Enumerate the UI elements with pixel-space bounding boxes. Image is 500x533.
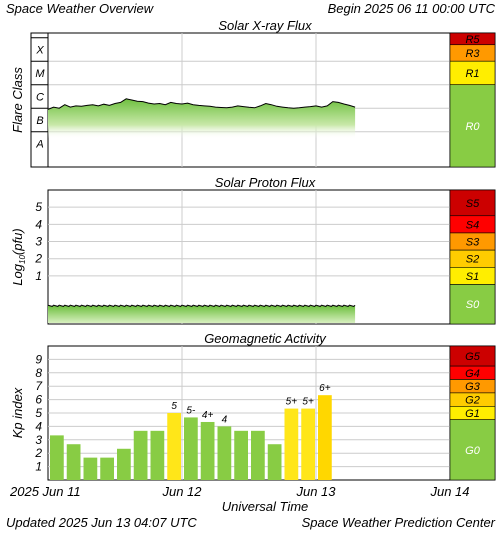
- kp-tick-1: 1: [35, 460, 42, 474]
- proton-tick-3: 3: [35, 235, 42, 249]
- x-tick-3: Jun 14: [429, 484, 469, 499]
- kp-bar-8: [184, 417, 198, 480]
- proton-tick-labels: 1 2 3 4 5: [34, 200, 42, 283]
- x-tick-1: Jun 12: [161, 484, 202, 499]
- proton-ylabel: Log10(pfu): [10, 228, 27, 285]
- class-label-a: A: [35, 138, 43, 150]
- kp-tick-5: 5: [35, 406, 42, 420]
- scale-label-s5: S5: [466, 198, 480, 210]
- kp-bar-0: [50, 435, 64, 480]
- kp-title: Geomagnetic Activity: [204, 331, 327, 346]
- scale-band-r0: [449, 84, 496, 168]
- scale-label-g0: G0: [465, 445, 481, 457]
- scale-label-g2: G2: [465, 395, 480, 407]
- x-axis-label: Universal Time: [222, 499, 309, 514]
- scale-label-s2: S2: [466, 254, 479, 266]
- scale-band-s0: [449, 284, 496, 325]
- kp-tick-9: 9: [35, 352, 42, 366]
- kp-bar-label-9: 4+: [202, 410, 214, 421]
- radiation-storm-scale: S5 S4 S3 S2 S1 S0: [449, 189, 496, 325]
- proton-tick-4: 4: [35, 217, 42, 231]
- begin-time: Begin 2025 06 11 00:00 UTC: [328, 1, 496, 16]
- scale-band-s5: [449, 189, 496, 217]
- kp-bars: [50, 395, 332, 480]
- kp-tick-3: 3: [35, 433, 42, 447]
- scale-label-s3: S3: [466, 237, 480, 249]
- class-label-b: B: [36, 115, 43, 127]
- scale-label-r3: R3: [465, 48, 480, 60]
- kp-bar-label-16: 6+: [319, 383, 331, 394]
- scale-label-s1: S1: [466, 271, 479, 283]
- proton-tick-1: 1: [35, 269, 42, 283]
- scale-label-g5: G5: [465, 351, 481, 363]
- updated-time: Updated 2025 Jun 13 04:07 UTC: [6, 515, 197, 530]
- kp-bar-13: [267, 444, 282, 480]
- kp-bar-15: [301, 408, 315, 480]
- scale-label-r0: R0: [465, 121, 480, 133]
- proton-flux-fill: [48, 305, 356, 323]
- xray-flux-fill: [48, 98, 356, 139]
- kp-bar-9: [200, 421, 215, 480]
- kp-bar-10: [217, 426, 232, 480]
- page-title: Space Weather Overview: [6, 1, 155, 16]
- xray-plot-frame: [30, 32, 496, 168]
- kp-bar-16: [318, 395, 332, 480]
- radio-blackout-scale: R5 R3 R1 R0: [449, 32, 496, 168]
- proton-flux-line: [47, 304, 356, 307]
- kp-bar-label-14: 5+: [286, 397, 298, 408]
- scale-label-r5: R5: [465, 34, 480, 46]
- credit-text: Space Weather Prediction Center: [302, 515, 496, 530]
- scale-label-r1: R1: [465, 68, 479, 80]
- kp-ylabel: Kp index: [10, 387, 25, 438]
- proton-grid: [48, 190, 451, 324]
- kp-bar-4: [117, 448, 131, 480]
- kp-tick-8: 8: [35, 366, 42, 380]
- kp-bar-labels: 5 5- 4+ 4 5+ 5+ 6+: [171, 383, 330, 425]
- kp-bar-7: [167, 413, 181, 480]
- class-label-c: C: [36, 91, 44, 103]
- scale-label-s0: S0: [466, 299, 480, 311]
- kp-tick-7: 7: [35, 379, 43, 393]
- kp-tick-6: 6: [35, 393, 42, 407]
- class-label-x: X: [35, 44, 44, 56]
- kp-bar-label-10: 4: [222, 414, 228, 425]
- x-tick-2: Jun 13: [295, 484, 336, 499]
- xray-ylabel: Flare Class: [10, 67, 25, 133]
- xray-title: Solar X-ray Flux: [218, 18, 312, 33]
- class-label-m: M: [35, 68, 45, 80]
- scale-band-g0: [449, 419, 496, 481]
- kp-bar-5: [133, 430, 148, 480]
- proton-title: Solar Proton Flux: [215, 175, 316, 190]
- scale-label-s4: S4: [466, 219, 479, 231]
- kp-bar-label-7: 5: [171, 401, 177, 412]
- x-tick-0: 2025 Jun 11: [9, 484, 81, 499]
- kp-tick-4: 4: [35, 419, 42, 433]
- kp-bar-3: [100, 457, 114, 480]
- kp-grid: [48, 346, 451, 480]
- kp-bar-label-8: 5-: [186, 405, 196, 416]
- proton-plot-frame: [47, 189, 496, 325]
- xray-flux-line: [47, 98, 356, 110]
- proton-panel: Solar Proton Flux 1 2 3 4 5 S5 S4 S3 S2 S1 S0 Log…: [10, 175, 496, 325]
- proton-tick-2: 2: [34, 252, 42, 266]
- proton-tick-5: 5: [35, 200, 42, 214]
- kp-bar-12: [251, 430, 265, 480]
- kp-tick-2: 2: [34, 446, 42, 460]
- scale-label-g4: G4: [465, 368, 480, 380]
- kp-bar-label-15: 5+: [302, 397, 314, 408]
- kp-bar-2: [83, 457, 98, 480]
- scale-label-g1: G1: [465, 408, 480, 420]
- scale-label-g3: G3: [465, 381, 481, 393]
- kp-bar-14: [284, 408, 299, 480]
- x-axis-tick-labels: 2025 Jun 11 Jun 12 Jun 13 Jun 14: [9, 484, 470, 499]
- kp-bar-11: [234, 430, 248, 480]
- kp-bar-1: [66, 444, 81, 480]
- kp-bar-6: [150, 430, 165, 480]
